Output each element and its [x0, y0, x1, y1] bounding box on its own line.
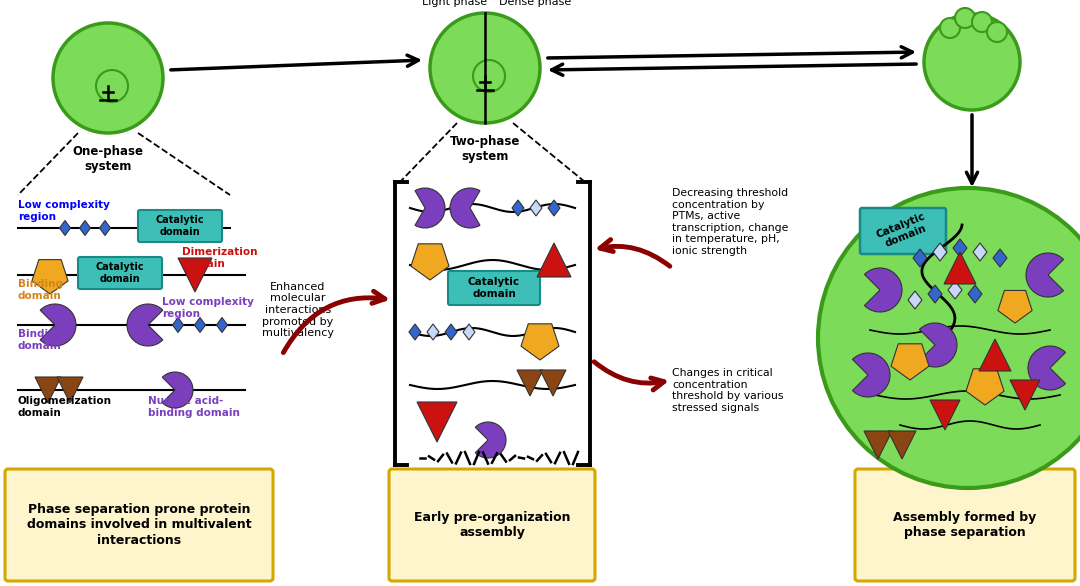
Circle shape — [430, 13, 540, 123]
Polygon shape — [933, 243, 947, 261]
Text: One-phase
system: One-phase system — [72, 145, 144, 173]
Polygon shape — [80, 220, 91, 236]
FancyBboxPatch shape — [138, 210, 222, 242]
Wedge shape — [1028, 346, 1066, 390]
Polygon shape — [968, 285, 982, 303]
Polygon shape — [178, 258, 212, 292]
Polygon shape — [888, 431, 916, 459]
FancyBboxPatch shape — [389, 469, 595, 581]
Polygon shape — [59, 220, 70, 236]
Wedge shape — [1026, 253, 1064, 297]
Polygon shape — [973, 243, 987, 261]
Polygon shape — [517, 370, 543, 396]
Circle shape — [473, 60, 505, 92]
Polygon shape — [953, 239, 967, 257]
Text: Assembly formed by
phase separation: Assembly formed by phase separation — [893, 511, 1037, 539]
Wedge shape — [40, 304, 76, 346]
Wedge shape — [475, 422, 507, 458]
Text: Low complexity
region: Low complexity region — [162, 297, 254, 319]
Polygon shape — [908, 291, 922, 309]
Text: Low complexity
region: Low complexity region — [18, 200, 110, 222]
Polygon shape — [445, 324, 457, 340]
Text: Early pre-organization
assembly: Early pre-organization assembly — [414, 511, 570, 539]
Wedge shape — [864, 268, 902, 312]
Polygon shape — [427, 324, 438, 340]
Polygon shape — [99, 220, 110, 236]
Text: Binding
domain: Binding domain — [18, 329, 63, 350]
Text: Catalytic
domain: Catalytic domain — [468, 277, 521, 299]
Polygon shape — [409, 324, 421, 340]
Polygon shape — [928, 285, 942, 303]
Wedge shape — [127, 304, 163, 346]
Polygon shape — [944, 252, 976, 284]
Wedge shape — [852, 353, 890, 397]
Circle shape — [940, 18, 960, 38]
Circle shape — [987, 22, 1007, 42]
Text: Phase separation prone protein
domains involved in multivalent
interactions: Phase separation prone protein domains i… — [27, 503, 252, 547]
Text: Catalytic
domain: Catalytic domain — [875, 211, 931, 251]
FancyArrowPatch shape — [283, 291, 384, 353]
Polygon shape — [548, 200, 561, 216]
FancyBboxPatch shape — [448, 271, 540, 305]
Polygon shape — [173, 318, 184, 332]
FancyArrowPatch shape — [600, 240, 670, 266]
Polygon shape — [913, 249, 927, 267]
FancyBboxPatch shape — [5, 469, 273, 581]
Polygon shape — [540, 370, 566, 396]
Circle shape — [818, 188, 1080, 488]
FancyBboxPatch shape — [855, 469, 1075, 581]
Polygon shape — [864, 431, 892, 459]
Wedge shape — [415, 188, 445, 228]
Wedge shape — [450, 188, 480, 228]
Text: Two-phase
system: Two-phase system — [449, 135, 521, 163]
Text: Dense phase: Dense phase — [499, 0, 571, 7]
Polygon shape — [216, 318, 228, 332]
Polygon shape — [411, 244, 449, 280]
Text: Dimerization
domain: Dimerization domain — [183, 247, 257, 268]
Polygon shape — [978, 339, 1011, 371]
Polygon shape — [948, 281, 962, 299]
Polygon shape — [998, 291, 1032, 323]
Circle shape — [972, 12, 993, 32]
Text: Binding
domain: Binding domain — [18, 279, 63, 301]
Polygon shape — [57, 377, 83, 403]
FancyBboxPatch shape — [78, 257, 162, 289]
Circle shape — [924, 14, 1020, 110]
Polygon shape — [930, 400, 960, 430]
Polygon shape — [417, 402, 457, 442]
Text: Nucleic acid-
binding domain: Nucleic acid- binding domain — [148, 396, 240, 418]
Text: Catalytic
domain: Catalytic domain — [156, 215, 204, 237]
Wedge shape — [919, 323, 957, 367]
Wedge shape — [162, 372, 193, 408]
Polygon shape — [521, 324, 559, 360]
Text: Enhanced
molecular
interactions
promoted by
multivalency: Enhanced molecular interactions promoted… — [262, 282, 334, 338]
Text: Decreasing threshold
concentration by
PTMs, active
transcription, change
in temp: Decreasing threshold concentration by PT… — [672, 188, 788, 256]
Polygon shape — [512, 200, 524, 216]
Text: Catalytic
domain: Catalytic domain — [96, 262, 145, 284]
Polygon shape — [891, 344, 929, 380]
Circle shape — [955, 8, 975, 28]
Polygon shape — [1010, 380, 1040, 410]
Polygon shape — [537, 243, 571, 277]
Text: Light phase: Light phase — [422, 0, 487, 7]
FancyArrowPatch shape — [594, 362, 664, 390]
Polygon shape — [194, 318, 205, 332]
FancyBboxPatch shape — [860, 208, 946, 254]
Polygon shape — [993, 249, 1007, 267]
Circle shape — [53, 23, 163, 133]
Text: Changes in critical
concentration
threshold by various
stressed signals: Changes in critical concentration thresh… — [672, 368, 783, 413]
Polygon shape — [463, 324, 475, 340]
Polygon shape — [966, 369, 1004, 405]
Polygon shape — [35, 377, 60, 403]
Polygon shape — [530, 200, 542, 216]
Circle shape — [96, 70, 129, 102]
Text: Oligomerization
domain: Oligomerization domain — [18, 396, 112, 418]
Polygon shape — [32, 260, 68, 294]
